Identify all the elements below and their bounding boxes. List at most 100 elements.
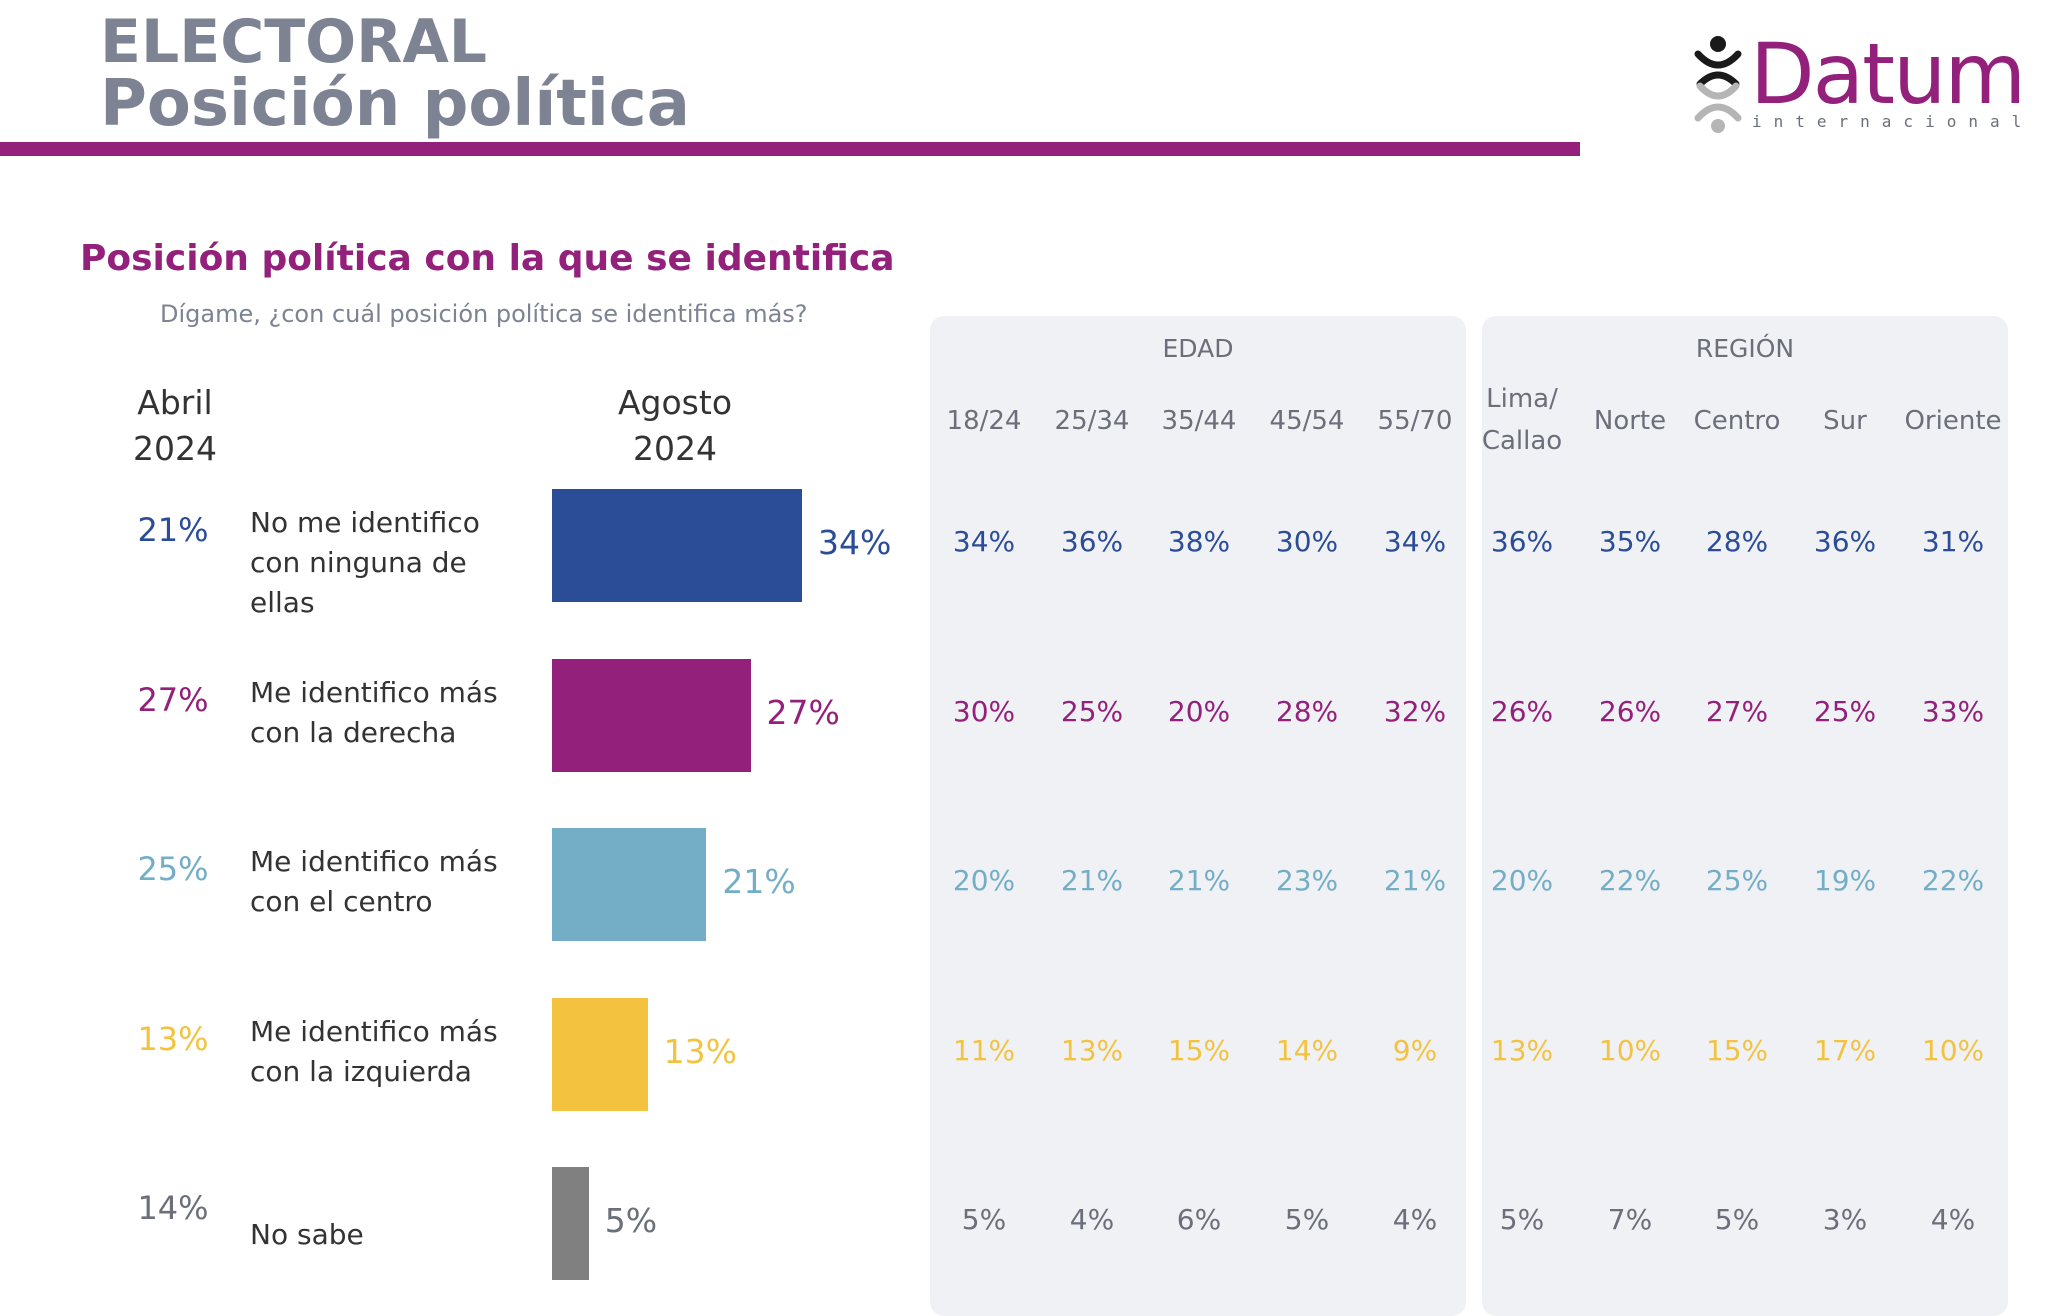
breakdown-cell: 27% [1705, 694, 1769, 728]
column-header: Oriente [1904, 406, 2002, 436]
period-abril: Abril [137, 383, 213, 422]
category-label: con el centro [250, 885, 433, 918]
column-header: 35/44 [1161, 406, 1237, 436]
breakdown-cell: 34% [1383, 525, 1447, 558]
breakdown-cell: 21% [1167, 864, 1231, 897]
breakdown-cell: 30% [952, 694, 1016, 728]
breakdown-cell: 36% [1490, 525, 1554, 558]
breakdown-cell: 11% [952, 1033, 1016, 1067]
logo-wordmark: Datum [1750, 25, 2026, 123]
abril-value: 14% [137, 1189, 209, 1227]
agosto-bar-label: 34% [818, 523, 892, 562]
column-header: Norte [1593, 406, 1667, 436]
breakdown-cell: 20% [1490, 864, 1554, 897]
agosto-bar-label: 13% [663, 1031, 737, 1071]
column-header: Callao [1481, 426, 1563, 456]
breakdown-cell: 15% [1167, 1033, 1231, 1067]
breakdown-cell: 21% [1383, 864, 1447, 897]
category-label: con la izquierda [250, 1054, 472, 1088]
category-label: Me identifico más [250, 845, 498, 878]
column-header: Centro [1693, 406, 1781, 436]
breakdown-cell: 25% [1705, 864, 1769, 897]
breakdown-cell: 6% [1176, 1203, 1222, 1236]
breakdown-cell: 28% [1705, 525, 1769, 558]
agosto-bar [552, 828, 707, 941]
agosto-bar [552, 489, 802, 602]
column-header: 45/54 [1269, 406, 1345, 436]
breakdown-cell: 10% [1921, 1033, 1985, 1067]
category-label: con ninguna de ellas [250, 546, 467, 619]
breakdown-cell: 23% [1275, 864, 1339, 897]
region-panel [1482, 316, 2008, 1316]
abril-value: 27% [137, 680, 209, 719]
breakdown-cell: 15% [1705, 1033, 1769, 1067]
period-agosto-year: 2024 [633, 429, 717, 468]
agosto-bar-label: 27% [766, 692, 840, 732]
breakdown-cell: 32% [1383, 694, 1447, 728]
breakdown-cell: 5% [961, 1203, 1007, 1236]
breakdown-cell: 35% [1598, 525, 1662, 558]
breakdown-cell: 31% [1921, 525, 1985, 558]
breakdown-cell: 30% [1275, 525, 1339, 558]
header-electoral: ELECTORAL [100, 7, 488, 77]
breakdown-cell: 33% [1921, 694, 1985, 728]
logo-subtitle: internacional [1752, 112, 2034, 131]
column-header: 55/70 [1377, 406, 1453, 436]
breakdown-cell: 13% [1060, 1033, 1124, 1067]
agosto-bar [552, 997, 648, 1111]
column-header: Lima/ [1486, 384, 1558, 414]
chart-subtitle: Dígame, ¿con cuál posición política se i… [160, 300, 808, 328]
header-divider [0, 142, 1580, 156]
agosto-bar-label: 21% [722, 862, 796, 901]
breakdown-cell: 14% [1275, 1033, 1339, 1067]
category-label: Me identifico más [250, 675, 498, 709]
breakdown-cell: 25% [1060, 694, 1124, 728]
breakdown-cell: 4% [1930, 1203, 1976, 1236]
chart-title: Posición política con la que se identifi… [80, 238, 895, 279]
category-label: No me identifico [250, 506, 480, 539]
breakdown-cell: 34% [952, 525, 1016, 558]
column-header: 18/24 [946, 406, 1022, 436]
breakdown-cell: 7% [1607, 1203, 1653, 1236]
breakdown-cell: 4% [1392, 1203, 1438, 1236]
category-label: Me identifico más [250, 1014, 498, 1048]
breakdown-cell: 21% [1060, 864, 1124, 897]
breakdown-cell: 26% [1490, 694, 1554, 728]
agosto-bar [552, 658, 751, 772]
group-label: REGIÓN [1695, 334, 1795, 363]
abril-value: 21% [137, 511, 209, 549]
period-agosto: Agosto [617, 383, 733, 422]
column-header: 25/34 [1054, 406, 1130, 436]
agosto-bar [552, 1167, 589, 1280]
breakdown-cell: 3% [1822, 1203, 1868, 1236]
breakdown-cell: 5% [1499, 1203, 1545, 1236]
edad-panel [930, 316, 1466, 1316]
agosto-bar-label: 5% [604, 1201, 658, 1240]
breakdown-cell: 28% [1275, 694, 1339, 728]
column-header: Sur [1823, 406, 1867, 436]
breakdown-cell: 9% [1392, 1033, 1438, 1067]
breakdown-cell: 4% [1069, 1203, 1115, 1236]
breakdown-cell: 26% [1598, 694, 1662, 728]
breakdown-cell: 5% [1714, 1203, 1760, 1236]
category-label: con la derecha [250, 715, 457, 749]
abril-value: 25% [137, 850, 209, 888]
group-label: EDAD [1162, 334, 1234, 363]
breakdown-cell: 22% [1921, 864, 1985, 897]
breakdown-cell: 17% [1813, 1033, 1877, 1067]
breakdown-cell: 5% [1284, 1203, 1330, 1236]
breakdown-cell: 20% [1167, 694, 1231, 728]
period-abril-year: 2024 [133, 429, 217, 468]
category-label: No sabe [250, 1218, 364, 1251]
breakdown-cell: 36% [1060, 525, 1124, 558]
breakdown-cell: 22% [1598, 864, 1662, 897]
datum-logo-icon [1694, 36, 1742, 133]
breakdown-cell: 38% [1167, 525, 1231, 558]
abril-value: 13% [137, 1019, 209, 1058]
breakdown-cell: 20% [952, 864, 1016, 897]
breakdown-cell: 36% [1813, 525, 1877, 558]
breakdown-cell: 10% [1598, 1033, 1662, 1067]
breakdown-cell: 13% [1490, 1033, 1554, 1067]
breakdown-cell: 25% [1813, 694, 1877, 728]
breakdown-cell: 19% [1813, 864, 1877, 897]
